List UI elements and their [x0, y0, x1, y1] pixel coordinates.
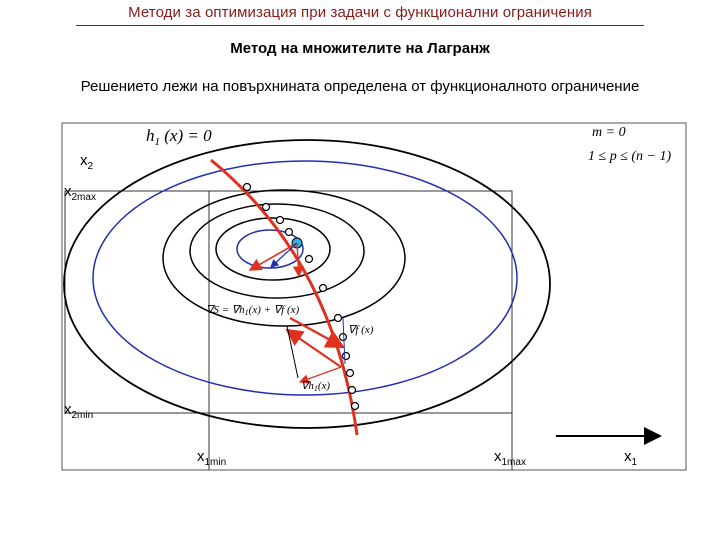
contour-outer [63, 139, 551, 429]
condition-p: 1 ≤ p ≤ (n − 1) [588, 149, 671, 164]
constraint-point [333, 313, 343, 323]
parallelogram-edge [286, 325, 299, 379]
contour-4 [189, 203, 365, 299]
header-title: Методи за оптимизация при задачи с функц… [128, 4, 592, 21]
constraint-point [318, 283, 328, 293]
slide-title: Метод на множителите на Лагранж [230, 40, 490, 57]
contour-3 [162, 189, 406, 327]
constraint-label: h1 (x) = 0 [146, 126, 212, 148]
gradient-s-label: ∇S = ∇h1(x) + ∇f (x) [206, 304, 300, 317]
contour-blue-outer [92, 160, 518, 396]
constraint-point [341, 351, 351, 361]
constraint-point [284, 227, 294, 237]
x1max-label: x1max [494, 448, 526, 468]
x2max-label: x2max [64, 183, 96, 203]
header-divider [76, 25, 644, 26]
parallelogram-edge [342, 317, 346, 365]
gradient-h-arrow [298, 366, 342, 384]
constraint-point [338, 332, 348, 342]
gradient-arrow [270, 242, 298, 268]
constraint-point [275, 215, 285, 225]
x1min-label: x1min [197, 448, 226, 468]
constraint-point [261, 202, 271, 212]
x2min-label: x2min [64, 401, 93, 421]
contour-5 [215, 217, 331, 281]
gradient-f-arrow [289, 316, 346, 349]
slide-subtitle: Решението лежи на повърхнината определен… [80, 78, 640, 95]
constraint-point [242, 182, 252, 192]
constraint-points [242, 182, 360, 411]
gradient-h-label: ∇h1(x) [301, 380, 330, 393]
constraint-point [304, 254, 314, 264]
x1-label: x1 [624, 448, 638, 468]
gradient-f-label: ∇f (x) [348, 324, 374, 336]
gradient-arrow [292, 242, 304, 278]
contour-blue-inner [236, 229, 304, 269]
constraint-point [345, 368, 355, 378]
constraint-point [347, 385, 357, 395]
gradient-s-arrow [285, 328, 342, 368]
bounds-rectangle [64, 190, 513, 414]
constraint-point [350, 401, 360, 411]
condition-m: m = 0 [592, 125, 626, 140]
gradient-arrow [248, 242, 298, 271]
diagram-frame [61, 122, 687, 471]
x2-label: x2 [80, 152, 94, 172]
